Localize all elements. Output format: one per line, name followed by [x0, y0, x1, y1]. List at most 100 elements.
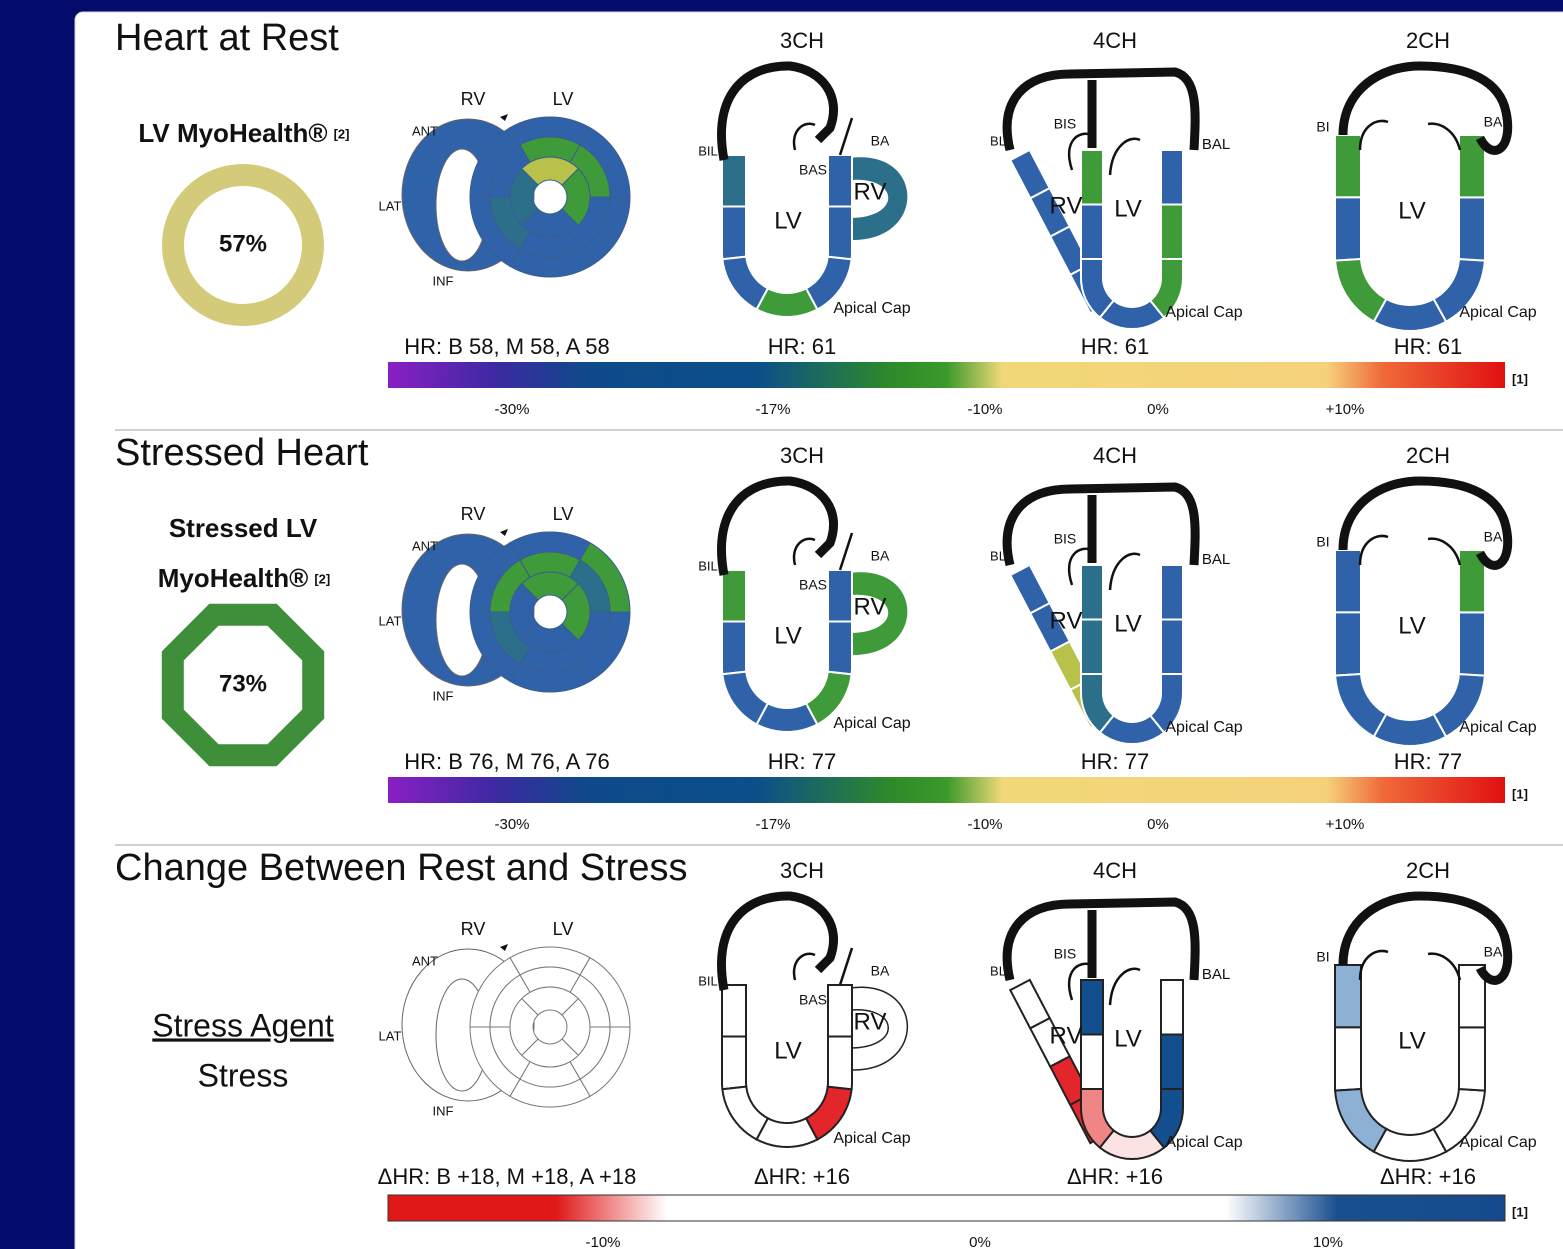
wall-segment: [721, 1035, 748, 1091]
valve-outline: [1358, 119, 1462, 151]
section-title: Heart at Rest: [115, 17, 339, 59]
view-label: LV: [774, 207, 802, 234]
view-label: LV: [774, 622, 802, 649]
valve-outline: [1358, 949, 1462, 981]
scale-tick-label: -17%: [755, 401, 790, 418]
view-label: RV: [854, 178, 887, 205]
wall-segment: [1334, 196, 1363, 262]
view-label: Apical Cap: [1459, 719, 1536, 736]
wall-segment: [721, 154, 747, 208]
scale-tick-label: +10%: [1326, 401, 1365, 418]
valve-outline: [792, 532, 854, 571]
view-label: LV: [1398, 197, 1426, 224]
view-label: BA: [871, 963, 890, 979]
wall-segment: [1334, 611, 1363, 677]
view-label: BIS: [1054, 531, 1077, 547]
wall-segment: [827, 569, 853, 623]
wall-segment: [721, 205, 748, 261]
valve-outline: [1067, 547, 1141, 591]
view-title: 2CH: [1406, 28, 1450, 53]
scale-tick-label: -10%: [967, 401, 1002, 418]
wall-segment: [1160, 1033, 1184, 1090]
wall-segment: [1334, 964, 1362, 1029]
wall-segment: [1457, 611, 1486, 677]
score-octagon: [161, 603, 325, 767]
view-label: Apical Cap: [1165, 1134, 1242, 1151]
heart-rate: ΔHR: +16: [754, 1164, 850, 1189]
summary-label: LV MyoHealth®: [138, 118, 327, 148]
bullseye-label: LAT: [379, 613, 402, 628]
wall-segment: [826, 1035, 853, 1091]
view-title: 4CH: [1093, 28, 1137, 53]
view-label: BIL: [698, 973, 718, 988]
rv-marker: [500, 114, 508, 121]
heart-rate: ΔHR: +16: [1067, 1164, 1163, 1189]
reference-link[interactable]: [2]: [314, 571, 330, 586]
bullseye-label: INF: [433, 688, 454, 703]
scale-tick-label: -10%: [585, 1234, 620, 1249]
scale-tick-label: 0%: [969, 1234, 991, 1249]
atrium-outline: [717, 61, 838, 161]
heart-rate-summary: ΔHR: B +18, M +18, A +18: [378, 1164, 637, 1189]
heart-rate: HR: 61: [1394, 334, 1462, 359]
bullseye-label: RV: [461, 89, 486, 109]
reference-link[interactable]: [1]: [1512, 786, 1528, 801]
reference-link[interactable]: [2]: [334, 126, 350, 141]
scale-tick-label: -17%: [755, 816, 790, 833]
view-label: BI: [1316, 534, 1329, 550]
atrium-outline: [1002, 482, 1200, 567]
wall-segment: [1457, 196, 1486, 262]
wall-segment: [1458, 549, 1486, 614]
view-label: RV: [1050, 1022, 1083, 1049]
wall-segment: [1457, 1026, 1486, 1092]
heart-rate-summary: HR: B 58, M 58, A 58: [404, 334, 609, 359]
wall-segment: [1334, 549, 1362, 614]
summary-label: MyoHealth®: [158, 563, 309, 593]
valve-outline: [1358, 534, 1462, 566]
wall-segment: [1080, 149, 1104, 206]
view-label: Apical Cap: [1165, 719, 1242, 736]
view-label: BL: [990, 133, 1006, 148]
view-label: Apical Cap: [1459, 304, 1536, 321]
color-scale: [387, 1194, 1506, 1222]
rv-loop: [850, 572, 908, 656]
wall-segment: [1160, 618, 1184, 675]
view-label: BAL: [1202, 136, 1230, 153]
atrium-outline: [1002, 897, 1200, 982]
view-label: Apical Cap: [1459, 1134, 1536, 1151]
view-label: BAS: [799, 992, 827, 1008]
summary-label: Stress: [198, 1057, 289, 1093]
view-label: BIS: [1054, 946, 1077, 962]
view-label: BL: [990, 963, 1006, 978]
bullseye-label: LAT: [379, 1028, 402, 1043]
view-label: BAL: [1202, 966, 1230, 983]
view-label: RV: [854, 1008, 887, 1035]
scale-tick-label: -30%: [494, 816, 529, 833]
wall-segment: [1080, 564, 1104, 621]
bullseye-label: RV: [461, 919, 486, 939]
wall-segment: [1160, 979, 1184, 1036]
wall-segment: [1080, 979, 1104, 1036]
view-label: LV: [1114, 195, 1142, 222]
color-scale: [388, 777, 1505, 803]
scale-tick-label: 0%: [1147, 401, 1169, 418]
reference-link[interactable]: [1]: [1512, 1204, 1528, 1219]
view-title: 3CH: [780, 443, 824, 468]
view-label: LV: [1114, 610, 1142, 637]
wall-segment: [827, 984, 853, 1038]
view-title: 4CH: [1093, 858, 1137, 883]
atrium-outline: [1338, 61, 1513, 155]
view-label: BA: [871, 133, 890, 149]
bullseye-label: LV: [553, 89, 574, 109]
atrium-outline: [1338, 891, 1513, 985]
reference-link[interactable]: [1]: [1512, 371, 1528, 386]
wall-segment: [1080, 203, 1104, 260]
view-label: RV: [1050, 192, 1083, 219]
heart-rate: HR: 61: [768, 334, 836, 359]
wall-segment: [721, 984, 747, 1038]
summary-label[interactable]: Stress Agent: [152, 1007, 334, 1043]
heart-rate: HR: 77: [768, 749, 836, 774]
view-label: BIS: [1054, 116, 1077, 132]
